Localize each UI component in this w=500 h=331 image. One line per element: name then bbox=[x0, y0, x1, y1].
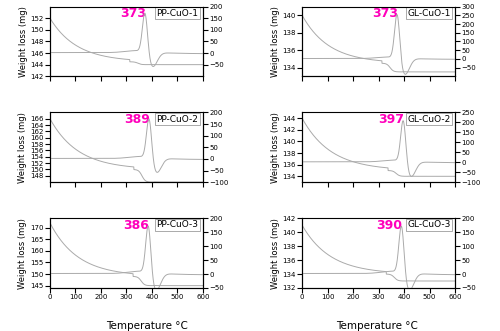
Y-axis label: Weight loss (mg): Weight loss (mg) bbox=[270, 112, 280, 183]
Y-axis label: Weight loss (mg): Weight loss (mg) bbox=[18, 6, 28, 77]
Text: 373: 373 bbox=[120, 7, 146, 20]
Text: 389: 389 bbox=[124, 113, 150, 126]
Text: 390: 390 bbox=[376, 219, 402, 232]
Text: Temperature °C: Temperature °C bbox=[106, 321, 188, 331]
Text: PP-CuO-2: PP-CuO-2 bbox=[156, 115, 198, 123]
Y-axis label: Weight loss (mg): Weight loss (mg) bbox=[270, 6, 280, 77]
Text: 373: 373 bbox=[372, 7, 398, 20]
Text: PP-CuO-3: PP-CuO-3 bbox=[156, 220, 198, 229]
Text: GL-CuO-1: GL-CuO-1 bbox=[407, 9, 451, 18]
Text: 386: 386 bbox=[123, 219, 149, 232]
Y-axis label: Weight loss (mg): Weight loss (mg) bbox=[18, 112, 28, 183]
Text: Temperature °C: Temperature °C bbox=[336, 321, 418, 331]
Text: GL-CuO-3: GL-CuO-3 bbox=[407, 220, 451, 229]
Text: PP-CuO-1: PP-CuO-1 bbox=[156, 9, 198, 18]
Y-axis label: Weight loss (mg): Weight loss (mg) bbox=[18, 218, 28, 289]
Y-axis label: Weight loss (mg): Weight loss (mg) bbox=[270, 218, 280, 289]
Text: GL-CuO-2: GL-CuO-2 bbox=[407, 115, 451, 123]
Text: 397: 397 bbox=[378, 113, 404, 126]
